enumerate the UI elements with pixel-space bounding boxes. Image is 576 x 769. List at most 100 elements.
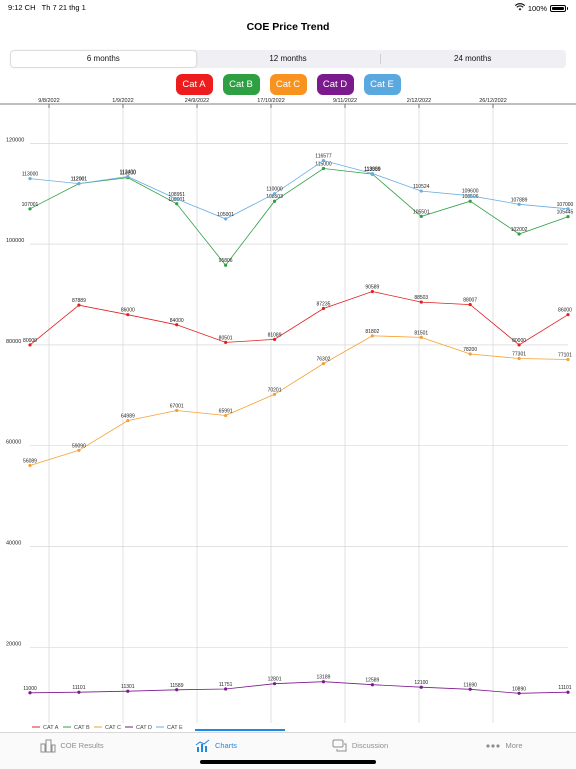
data-label: 87889 bbox=[72, 298, 86, 304]
data-point bbox=[175, 323, 179, 327]
data-label: 80000 bbox=[23, 338, 37, 344]
legend-label: CAT A bbox=[43, 725, 59, 731]
cat-e-button[interactable]: Cat E bbox=[363, 74, 401, 95]
data-label: 59090 bbox=[72, 443, 86, 449]
tab-6-months[interactable]: 6 months bbox=[11, 51, 196, 67]
data-point bbox=[370, 334, 374, 338]
data-point bbox=[321, 166, 326, 171]
y-tick-label: 40000 bbox=[6, 541, 21, 547]
data-point bbox=[272, 392, 277, 396]
data-label: 11101 bbox=[558, 685, 571, 691]
data-point bbox=[321, 361, 326, 366]
data-point bbox=[28, 207, 32, 211]
cat-c-button[interactable]: Cat C bbox=[269, 74, 307, 95]
price-trend-chart[interactable]: 9/8/2022 1/9/2022 24/9/2022 17/10/2022 9/11/… bbox=[0, 96, 576, 732]
data-label: 11589 bbox=[170, 683, 184, 689]
battery-icon bbox=[550, 4, 568, 12]
tab-discussion[interactable]: Discussion bbox=[288, 733, 432, 769]
data-label: 10890 bbox=[512, 686, 526, 692]
legend-label: CAT B bbox=[74, 725, 90, 731]
data-point bbox=[77, 690, 81, 694]
series-line-cat-e bbox=[29, 160, 569, 220]
data-label: 86000 bbox=[558, 308, 572, 314]
data-point bbox=[419, 189, 423, 193]
data-point bbox=[28, 176, 32, 181]
data-point bbox=[126, 174, 130, 179]
tab-more-label: More bbox=[505, 741, 523, 750]
data-label: 108503 bbox=[266, 194, 283, 200]
data-label: 112001 bbox=[71, 177, 88, 183]
data-point bbox=[468, 199, 472, 203]
cat-b-button[interactable]: Cat B bbox=[222, 74, 260, 95]
data-label: 81501 bbox=[414, 330, 428, 336]
data-point bbox=[468, 194, 472, 198]
tab-24-months[interactable]: 24 months bbox=[380, 51, 565, 67]
tab-charts[interactable]: Charts bbox=[144, 733, 288, 769]
data-point bbox=[272, 337, 277, 342]
data-point bbox=[224, 340, 228, 345]
tab-12-months[interactable]: 12 months bbox=[269, 54, 307, 63]
cat-d-button[interactable]: Cat D bbox=[316, 74, 354, 95]
data-label: 80000 bbox=[512, 338, 526, 344]
status-right: 100% bbox=[514, 3, 568, 13]
data-label: 64989 bbox=[121, 414, 135, 420]
data-label: 102002 bbox=[511, 227, 528, 233]
y-tick-label: 60000 bbox=[6, 440, 21, 446]
top-axis-label: 2/12/2022 bbox=[407, 98, 431, 104]
data-point bbox=[224, 217, 228, 221]
data-point bbox=[28, 343, 32, 347]
data-point bbox=[517, 356, 521, 361]
top-axis-label: 17/10/2022 bbox=[257, 98, 285, 104]
series-line-cat-b bbox=[29, 168, 569, 266]
data-point bbox=[370, 683, 374, 687]
data-point bbox=[321, 306, 326, 311]
series-line-cat-d bbox=[29, 681, 569, 694]
data-point bbox=[566, 357, 570, 362]
data-point bbox=[566, 215, 570, 219]
data-label: 88007 bbox=[463, 298, 477, 304]
data-label: 11000 bbox=[23, 686, 37, 692]
data-point bbox=[468, 687, 472, 691]
cat-a-button[interactable]: Cat A bbox=[175, 74, 213, 95]
tab-more[interactable]: More bbox=[432, 733, 576, 769]
data-label: 84000 bbox=[170, 318, 184, 324]
data-point bbox=[321, 680, 326, 684]
data-point bbox=[468, 302, 472, 307]
tab-coe-results[interactable]: COE Results bbox=[0, 733, 144, 769]
top-axis-label: 26/12/2022 bbox=[479, 98, 507, 104]
data-label: 109600 bbox=[462, 189, 479, 195]
data-point bbox=[175, 202, 179, 206]
tab-coe-results-label: COE Results bbox=[60, 741, 104, 750]
data-label: 11101 bbox=[72, 685, 85, 691]
data-label: 105001 bbox=[217, 212, 234, 218]
data-label: 113000 bbox=[22, 172, 39, 178]
y-tick-label: 120000 bbox=[6, 137, 24, 143]
data-point bbox=[175, 688, 179, 692]
status-time-date: 9:12 CH Th 7 21 thg 1 bbox=[8, 3, 86, 12]
data-label: 110524 bbox=[413, 184, 430, 190]
data-point bbox=[517, 691, 521, 695]
home-indicator bbox=[200, 760, 376, 764]
data-label: 56089 bbox=[23, 458, 37, 464]
data-label: 115000 bbox=[315, 161, 332, 167]
data-label: 78200 bbox=[463, 347, 477, 353]
data-point bbox=[175, 408, 179, 413]
data-label: 11690 bbox=[463, 682, 477, 688]
data-label: 107889 bbox=[511, 197, 528, 203]
line-chart[interactable]: 9/8/2022 1/9/2022 24/9/2022 17/10/2022 9/11/… bbox=[0, 96, 576, 732]
data-point bbox=[370, 289, 374, 294]
data-point bbox=[419, 335, 423, 339]
status-time: 9:12 CH bbox=[8, 3, 36, 12]
data-point bbox=[272, 192, 277, 196]
top-axis-label: 9/11/2022 bbox=[333, 98, 357, 104]
data-label: 112001 bbox=[71, 177, 88, 183]
data-label: 113200 bbox=[120, 171, 137, 177]
data-label: 67001 bbox=[170, 403, 184, 409]
data-point bbox=[77, 303, 81, 307]
data-label: 11301 bbox=[121, 684, 135, 690]
data-point bbox=[77, 448, 81, 452]
data-label: 12801 bbox=[268, 677, 282, 683]
data-label: 113999 bbox=[364, 167, 381, 173]
data-point bbox=[419, 214, 423, 218]
data-label: 87235 bbox=[317, 301, 331, 307]
